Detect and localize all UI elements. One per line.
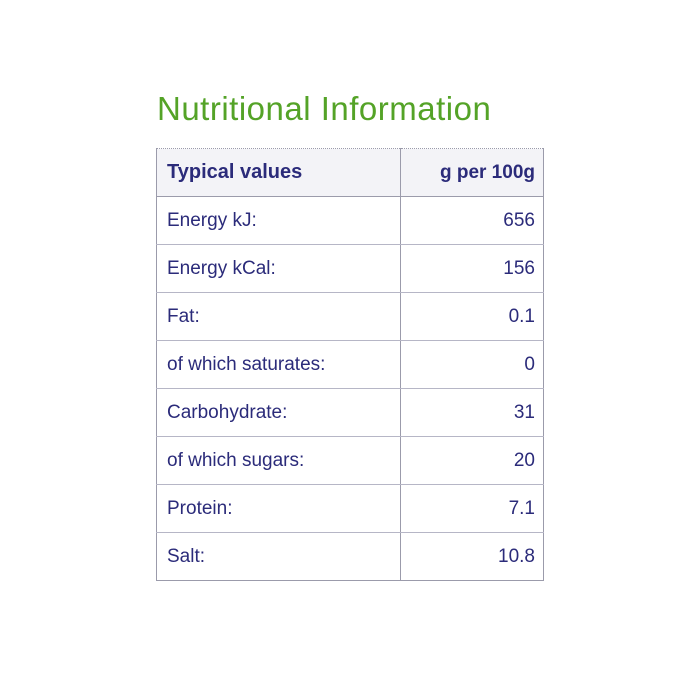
page-title: Nutritional Information	[157, 90, 492, 127]
row-label: Fat:	[156, 292, 401, 341]
row-value: 20	[400, 436, 544, 485]
header-typical-values: Typical values	[156, 148, 401, 197]
row-label: Energy kJ:	[156, 196, 401, 245]
table-header-row: Typical values g per 100g	[156, 148, 544, 197]
header-g-per-100g: g per 100g	[400, 148, 544, 197]
row-value: 31	[400, 388, 544, 437]
row-label: Salt:	[167, 545, 206, 567]
table-row: Carbohydrate: 31	[156, 388, 544, 437]
table-row: of which saturates: 0	[156, 340, 544, 389]
row-label: of which sugars:	[156, 436, 401, 485]
table-row: Fat: 0.1	[156, 292, 544, 341]
row-label: Protein:	[156, 484, 401, 533]
row-value: 656	[400, 196, 544, 245]
row-label: of which saturates:	[156, 340, 401, 389]
row-value: 156	[400, 244, 544, 293]
table-row: of which sugars: 20	[156, 436, 544, 485]
table-row: Salt: 10.8	[157, 532, 544, 581]
row-value: 0	[400, 340, 544, 389]
row-value: 0.1	[400, 292, 544, 341]
row-label: Energy kCal:	[156, 244, 401, 293]
row-value: 7.1	[400, 484, 544, 533]
table-row: Energy kJ: 656	[156, 196, 544, 245]
row-label: Carbohydrate:	[156, 388, 401, 437]
nutrition-table: Typical values g per 100g Energy kJ: 656…	[156, 148, 544, 581]
row-value: 10.8	[400, 532, 544, 581]
table-row: Energy kCal: 156	[156, 244, 544, 293]
table-row: Protein: 7.1	[156, 484, 544, 533]
